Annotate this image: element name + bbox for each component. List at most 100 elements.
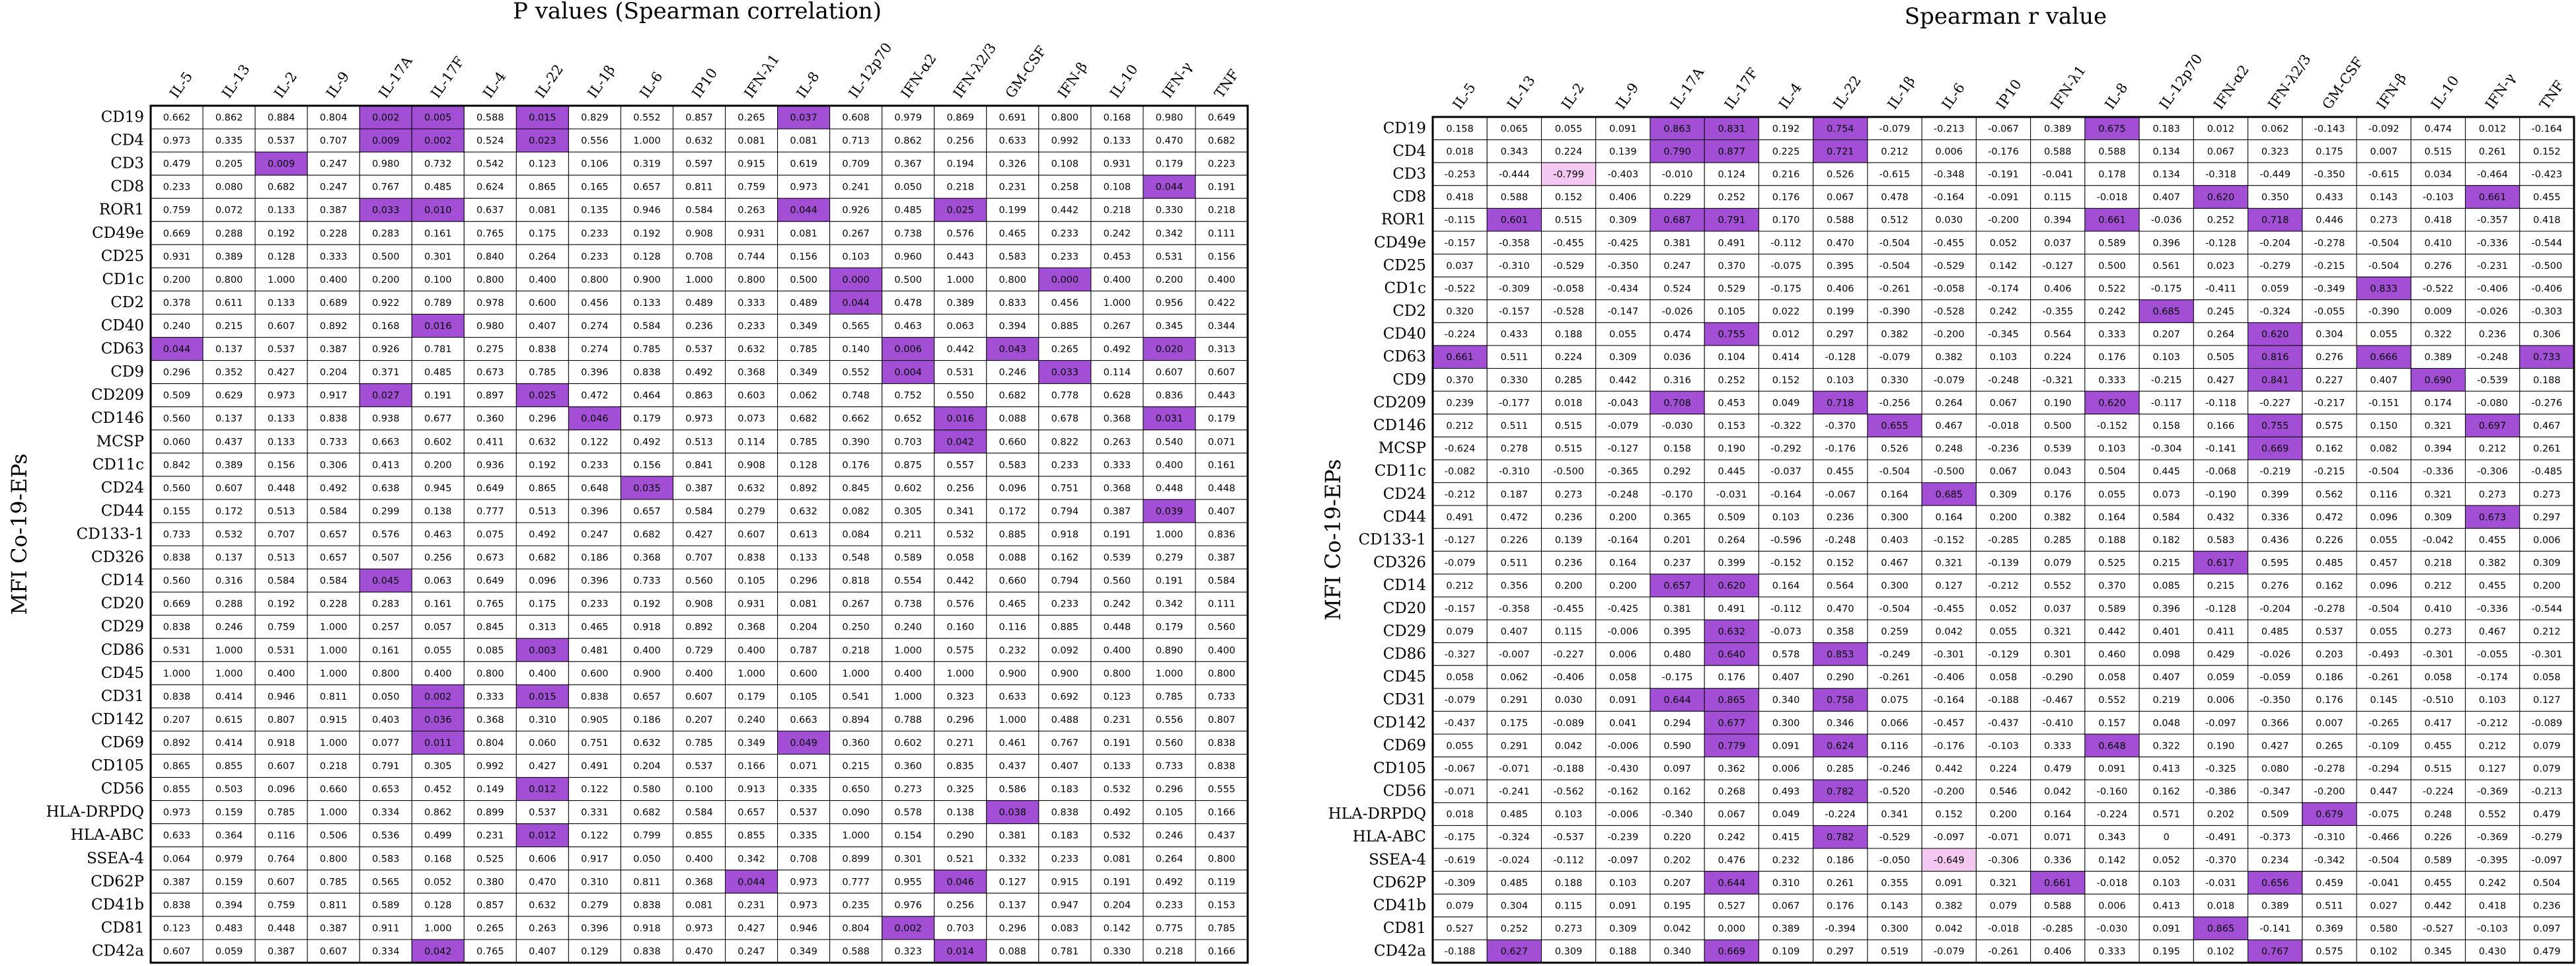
cell-value: -0.285 [2042, 924, 2073, 934]
cell-value: 0.560 [685, 576, 713, 587]
cell-value: 0.387 [320, 344, 348, 355]
cell-value: 0.800 [999, 275, 1027, 285]
cell-value: -0.406 [1934, 673, 1965, 683]
cell-value: 0.936 [476, 460, 504, 470]
cell-value: 0.333 [1104, 460, 1131, 470]
heatmap-cell [202, 267, 256, 291]
heatmap-cell [568, 476, 621, 500]
heatmap-cell [515, 638, 569, 662]
cell-value: 0.088 [999, 553, 1027, 564]
cell-value: 0.519 [1881, 947, 1909, 957]
cell-value: 0.838 [163, 692, 191, 702]
cell-value: 0.509 [163, 390, 191, 401]
cell-value: 0.607 [738, 530, 765, 540]
cell-value: 0.128 [633, 252, 661, 262]
cell-value: -0.055 [2477, 650, 2508, 660]
cell-value: 0.098 [2152, 650, 2180, 660]
cell-value: 0.296 [946, 715, 974, 725]
cell-value: -0.301 [2532, 650, 2563, 660]
heatmap-cell [934, 174, 987, 199]
heatmap-cell [568, 591, 621, 616]
cell-value: -0.018 [1988, 421, 2019, 431]
cell-value: 0.632 [790, 506, 817, 517]
row-label: CD29 [101, 618, 144, 636]
cell-value: 0.247 [581, 530, 609, 540]
cell-value: -0.455 [1934, 604, 1965, 614]
cell-value: 0.531 [163, 646, 191, 656]
cell-value: 0.650 [842, 784, 870, 795]
cell-value: 0.030 [1555, 695, 1583, 706]
cell-value: 0.034 [2425, 169, 2452, 180]
cell-value: 0.138 [946, 807, 974, 818]
heatmap-cell [307, 198, 360, 222]
cell-value: 0.485 [1501, 809, 1529, 820]
cell-value: -0.068 [2205, 466, 2236, 477]
cell-value: -0.139 [1988, 558, 2019, 569]
cell-value: 0.252 [1718, 375, 1746, 386]
row-label: CD9 [1392, 371, 1426, 389]
heatmap-cell [882, 916, 935, 940]
cell-value: -0.369 [2477, 787, 2508, 798]
cell-value: 0.601 [1501, 215, 1529, 226]
cell-value: 0.800 [1104, 669, 1131, 679]
cell-value: 0.310 [581, 877, 609, 887]
cell-value: 0.892 [685, 622, 713, 633]
cell-value: 0.840 [476, 252, 504, 262]
cell-value: 0.389 [215, 460, 243, 470]
heatmap-cell [934, 244, 987, 268]
cell-value: 0.489 [685, 298, 713, 309]
row-label: CD25 [101, 248, 144, 265]
cell-value: -0.373 [2259, 833, 2291, 843]
cell-value: 0.088 [999, 414, 1027, 424]
cell-value: 0.123 [163, 923, 191, 934]
cell-value: 0.437 [999, 761, 1027, 772]
cell-value: 0.691 [999, 113, 1027, 124]
cell-value: 0.804 [320, 113, 348, 124]
row-label: CD86 [101, 642, 144, 659]
cell-value: 0.838 [1208, 761, 1236, 772]
cell-value: 0.273 [894, 784, 922, 795]
cell-value: 0.387 [268, 946, 295, 957]
heatmap-cell [725, 383, 778, 408]
cell-value: 0.340 [1663, 947, 1691, 957]
cell-value: 0.207 [2152, 330, 2180, 340]
cell-value: 0.179 [1208, 414, 1236, 424]
cell-value: 0.218 [842, 646, 870, 656]
cell-value: 0.973 [790, 182, 817, 193]
cell-value: 0.096 [999, 483, 1027, 494]
cell-value: 0.418 [2425, 215, 2452, 226]
cell-value: 0.437 [1208, 831, 1236, 841]
heatmap-cell [1038, 870, 1092, 894]
cell-value: 0.865 [529, 483, 556, 494]
cell-value: -0.164 [1934, 695, 1965, 706]
row-label: CD69 [101, 734, 144, 751]
heatmap-cell [1090, 128, 1144, 153]
cell-value: -0.394 [1825, 924, 1856, 934]
cell-value: 0.845 [476, 622, 504, 633]
cell-value: 0.301 [894, 854, 922, 864]
cell-value: -0.058 [1934, 283, 1965, 294]
heatmap-cell [1090, 267, 1144, 291]
cell-value: -0.249 [1879, 650, 1911, 660]
cell-value: 0.368 [633, 553, 661, 564]
cell-value: 1.000 [1156, 669, 1184, 679]
cell-value: 0.396 [581, 506, 609, 517]
cell-value: 0.199 [1827, 307, 1854, 317]
cell-value: 0.865 [163, 761, 191, 772]
cell-value: 0.589 [894, 553, 922, 564]
cell-value: 0.748 [842, 390, 870, 401]
cell-value: 0.207 [685, 715, 713, 725]
cell-value: 0.629 [215, 390, 243, 401]
cell-value: 0.511 [1501, 352, 1529, 363]
cell-value: 0.807 [1208, 715, 1236, 725]
cell-value: 0.142 [1104, 923, 1131, 934]
cell-value: 0.103 [842, 252, 870, 262]
heatmap-cell [829, 221, 883, 245]
cell-value: 0.677 [1718, 718, 1746, 729]
cell-value: 0.777 [476, 506, 504, 517]
cell-value: 0.389 [215, 252, 243, 262]
column-label: GM-CSF [2319, 54, 2367, 112]
cell-value: 0.044 [1156, 182, 1184, 193]
cell-value: 0.525 [476, 854, 504, 864]
heatmap-cell [568, 151, 621, 176]
